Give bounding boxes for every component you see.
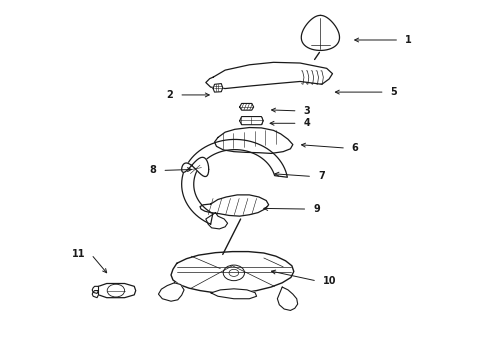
Text: 1: 1 [404,35,411,45]
Polygon shape [277,287,297,310]
Text: 7: 7 [317,171,324,181]
Text: 11: 11 [72,249,85,260]
Polygon shape [92,286,98,293]
Polygon shape [205,213,227,229]
Text: 2: 2 [166,90,173,100]
Polygon shape [239,103,253,110]
Polygon shape [181,139,287,224]
Polygon shape [210,289,256,299]
Polygon shape [182,157,208,176]
Polygon shape [239,117,263,125]
Text: 10: 10 [322,276,336,286]
Polygon shape [97,283,136,298]
Polygon shape [301,15,339,50]
Polygon shape [92,291,98,298]
Text: 5: 5 [390,87,396,97]
Text: 6: 6 [351,143,358,153]
Polygon shape [214,127,292,153]
Polygon shape [205,62,332,89]
Text: 3: 3 [303,106,309,116]
Polygon shape [158,283,183,301]
Text: 4: 4 [303,118,309,128]
Polygon shape [213,84,223,92]
Polygon shape [200,195,268,216]
Text: 9: 9 [312,204,319,214]
Text: 8: 8 [149,166,156,175]
Polygon shape [171,252,293,293]
